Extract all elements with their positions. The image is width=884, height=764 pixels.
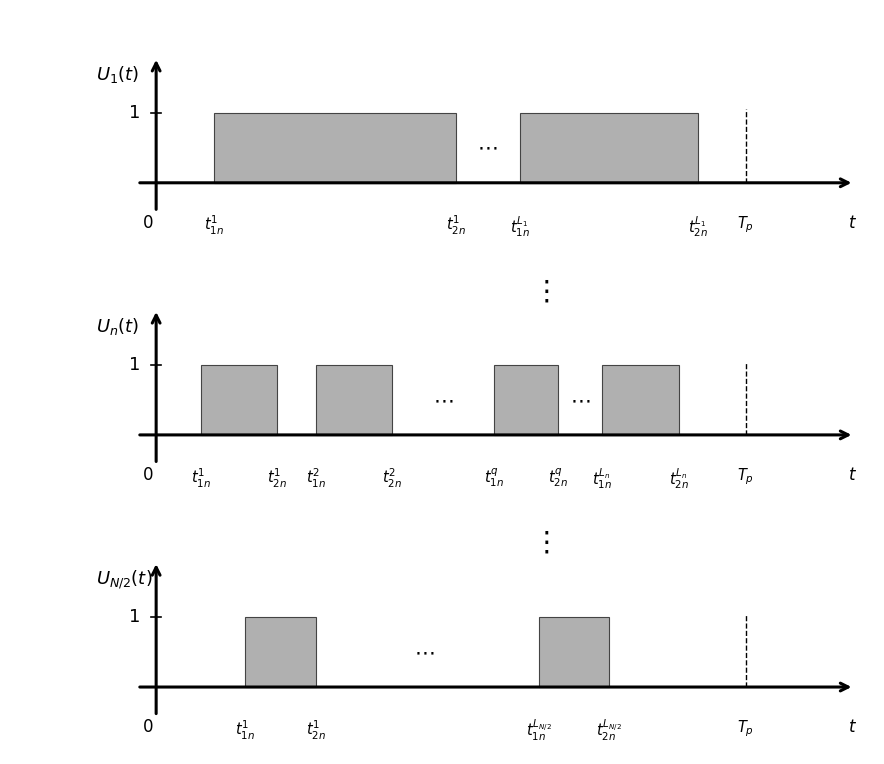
Text: $\vdots$: $\vdots$ (532, 529, 549, 556)
Text: $T_p$: $T_p$ (737, 466, 754, 487)
Text: $\cdots$: $\cdots$ (570, 390, 591, 410)
Text: $t^q_{1n}$: $t^q_{1n}$ (484, 466, 504, 489)
Text: $t^1_{2n}$: $t^1_{2n}$ (306, 718, 325, 742)
Text: $t^2_{2n}$: $t^2_{2n}$ (382, 466, 402, 490)
Text: $t$: $t$ (848, 718, 857, 736)
Text: $t^{L_n}_{1n}$: $t^{L_n}_{1n}$ (592, 466, 613, 491)
Text: $t^1_{2n}$: $t^1_{2n}$ (446, 214, 466, 238)
Text: $\cdots$: $\cdots$ (433, 390, 453, 410)
Text: 1: 1 (129, 356, 141, 374)
Text: $t^q_{2n}$: $t^q_{2n}$ (548, 466, 568, 489)
Text: $t^1_{1n}$: $t^1_{1n}$ (235, 718, 255, 742)
Text: $t^1_{1n}$: $t^1_{1n}$ (191, 466, 210, 490)
Text: 0: 0 (142, 466, 153, 484)
Text: $t^{L_{N/2}}_{2n}$: $t^{L_{N/2}}_{2n}$ (596, 718, 621, 743)
Text: 0: 0 (142, 718, 153, 736)
Text: $t^{L_n}_{2n}$: $t^{L_n}_{2n}$ (669, 466, 689, 491)
Text: $U_{N/2}(t)$: $U_{N/2}(t)$ (95, 568, 152, 591)
Text: $T_p$: $T_p$ (737, 214, 754, 235)
Text: $t^{L_1}_{1n}$: $t^{L_1}_{1n}$ (509, 214, 530, 239)
Text: $\cdots$: $\cdots$ (477, 138, 498, 158)
Text: $t^{L_1}_{2n}$: $t^{L_1}_{2n}$ (688, 214, 708, 239)
Text: $t^{L_{N/2}}_{1n}$: $t^{L_{N/2}}_{1n}$ (526, 718, 552, 743)
Bar (538, 617, 609, 687)
Text: $T_p$: $T_p$ (737, 718, 754, 739)
Text: 1: 1 (129, 104, 141, 122)
Bar (603, 365, 679, 435)
Bar (246, 617, 316, 687)
Text: $t$: $t$ (848, 466, 857, 484)
Bar (316, 365, 392, 435)
Bar (201, 365, 278, 435)
Text: 0: 0 (142, 214, 153, 232)
Text: 1: 1 (129, 608, 141, 626)
Text: $t^2_{1n}$: $t^2_{1n}$ (306, 466, 325, 490)
Bar (494, 365, 558, 435)
Text: $U_1(t)$: $U_1(t)$ (95, 64, 139, 85)
Bar (520, 113, 698, 183)
Text: $\cdots$: $\cdots$ (414, 642, 434, 662)
Text: $t$: $t$ (848, 214, 857, 232)
Text: $t^1_{2n}$: $t^1_{2n}$ (267, 466, 287, 490)
Text: $t^1_{1n}$: $t^1_{1n}$ (203, 214, 224, 238)
Text: $U_n(t)$: $U_n(t)$ (95, 316, 139, 337)
Bar (214, 113, 456, 183)
Text: $\vdots$: $\vdots$ (532, 278, 549, 306)
